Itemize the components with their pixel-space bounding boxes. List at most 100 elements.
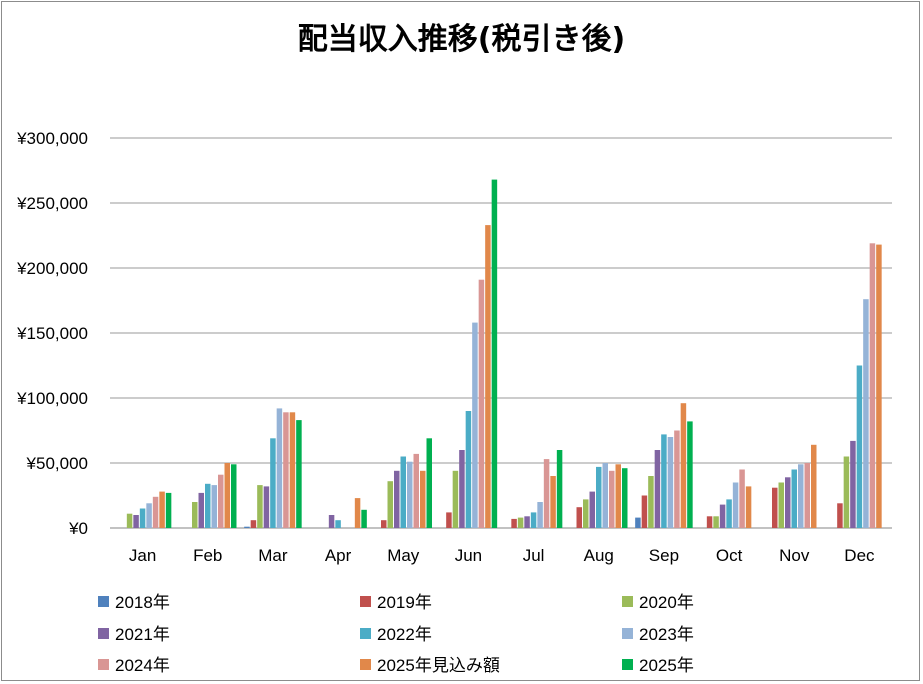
bar (205, 483, 211, 528)
bar (283, 412, 289, 528)
legend-label: 2018年 (115, 593, 170, 612)
bar (641, 495, 648, 528)
legend-swatch (622, 596, 633, 607)
bar (400, 456, 406, 528)
y-tick-label: ¥200,000 (16, 259, 88, 278)
x-tick-label: Feb (193, 546, 222, 565)
bar (706, 516, 713, 528)
bar (661, 434, 667, 528)
bar (165, 492, 172, 528)
bar (863, 299, 869, 528)
bar (837, 503, 843, 528)
x-tick-label: May (387, 546, 420, 565)
bar (387, 481, 393, 528)
legend-label: 2024年 (115, 656, 170, 675)
bar (446, 512, 452, 528)
bar (856, 365, 863, 528)
legend-label: 2022年 (377, 625, 432, 644)
bar (139, 508, 146, 528)
bar (426, 438, 432, 528)
legend-label: 2019年 (377, 593, 432, 612)
x-tick-label: Jun (455, 546, 482, 565)
bar (726, 499, 732, 528)
bar (798, 464, 804, 528)
legend-label: 2020年 (639, 593, 694, 612)
x-tick-label: Dec (844, 546, 875, 565)
bar (543, 459, 550, 528)
bar (328, 515, 335, 528)
y-tick-label: ¥250,000 (16, 194, 88, 213)
bar (361, 509, 367, 528)
bar (589, 491, 595, 528)
bar (615, 464, 621, 528)
bar (159, 491, 165, 528)
legend-swatch (622, 628, 633, 639)
bar (133, 515, 139, 528)
bar (407, 461, 413, 528)
bar (530, 512, 537, 528)
y-tick-label: ¥100,000 (16, 389, 88, 408)
bar (224, 463, 230, 528)
bar (745, 486, 752, 528)
bar (680, 403, 687, 528)
bar (732, 482, 739, 528)
legend-swatch (360, 628, 371, 639)
bar (276, 408, 283, 528)
legend-label: 2021年 (115, 625, 170, 644)
bar (517, 517, 524, 528)
bar (381, 520, 387, 528)
y-tick-label: ¥150,000 (16, 324, 88, 343)
bar (491, 179, 498, 528)
bar (472, 322, 478, 528)
legend-swatch (360, 659, 371, 670)
bar (622, 468, 628, 528)
legend-label: 2025年見込み額 (377, 656, 500, 675)
bars (126, 179, 882, 529)
bar (648, 476, 654, 528)
bar (869, 243, 876, 529)
bar (609, 470, 615, 528)
bar (465, 411, 472, 528)
x-tick-label: Sep (649, 546, 679, 565)
x-tick-label: Jan (129, 546, 156, 565)
bar (778, 482, 784, 528)
gridlines (110, 137, 892, 529)
x-tick-label: Nov (779, 546, 810, 565)
bar (250, 520, 257, 528)
bar (335, 520, 341, 528)
bar (231, 464, 237, 528)
bar (576, 507, 582, 528)
bar (719, 504, 726, 528)
legend-swatch (98, 596, 109, 607)
bar (511, 518, 517, 528)
bar (654, 450, 661, 528)
x-tick-label: Oct (716, 546, 743, 565)
bar (687, 421, 693, 528)
bar (152, 496, 159, 528)
x-tick-label: Apr (325, 546, 352, 565)
bar (289, 412, 296, 528)
bar (126, 513, 133, 528)
legend-swatch (360, 596, 371, 607)
y-tick-label: ¥0 (68, 519, 88, 538)
legend: 2018年 2019年 2020年 2021年 2022年 2023年 2024年 2025年… (98, 593, 694, 675)
bar (785, 477, 791, 528)
bar (583, 499, 589, 528)
bar (296, 420, 302, 528)
legend-label: 2023年 (639, 625, 694, 644)
bar (485, 225, 491, 528)
bar (263, 486, 270, 528)
bar (739, 469, 745, 528)
bar (211, 485, 217, 528)
bar (244, 526, 250, 528)
x-tick-label: Jul (523, 546, 545, 565)
x-axis-ticks: Jan Feb Mar Apr May Jun Jul Aug Sep Oct Nov Dec (129, 546, 875, 565)
bar (556, 450, 563, 528)
bar (537, 502, 543, 528)
bar (667, 437, 674, 528)
bar (198, 492, 204, 528)
legend-swatch (98, 628, 109, 639)
x-tick-label: Aug (584, 546, 614, 565)
